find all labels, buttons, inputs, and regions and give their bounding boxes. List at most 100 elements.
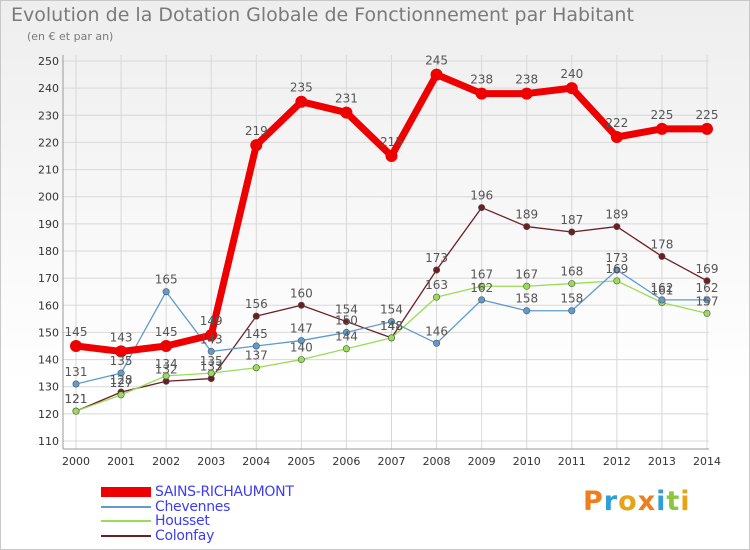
- data-label-sains-richaumont: 149: [200, 314, 223, 328]
- x-tick-label: 2014: [693, 455, 721, 468]
- data-label-chevennes: 145: [245, 327, 268, 341]
- data-point-sains-richaumont: [701, 122, 713, 135]
- data-point-housset: [433, 293, 441, 301]
- data-point-chevennes: [252, 342, 260, 350]
- data-point-housset: [72, 407, 80, 415]
- data-label-chevennes: 162: [470, 281, 493, 295]
- data-point-colonfay: [433, 266, 441, 274]
- x-tick-label: 2000: [62, 455, 90, 468]
- x-tick-label: 2003: [197, 455, 225, 468]
- chart-title: Evolution de la Dotation Globale de Fonc…: [11, 4, 634, 26]
- data-point-chevennes: [72, 380, 80, 388]
- data-label-colonfay: 121: [65, 392, 88, 406]
- y-tick-label: 140: [38, 354, 59, 367]
- data-point-colonfay: [613, 223, 621, 231]
- data-label-chevennes: 162: [696, 281, 719, 295]
- data-point-colonfay: [342, 318, 350, 326]
- proxiti-logo: Proxiti: [583, 486, 691, 517]
- data-point-housset: [162, 372, 170, 380]
- y-tick-label: 190: [38, 218, 59, 231]
- legend-label: Housset: [155, 513, 210, 529]
- legend-label: Colonfay: [155, 527, 215, 544]
- chart-subtitle: (en € et par an): [27, 30, 114, 43]
- legend-swatch: [101, 534, 151, 537]
- data-label-colonfay: 156: [245, 297, 268, 311]
- data-point-chevennes: [342, 328, 350, 336]
- data-label-housset: 144: [335, 330, 358, 344]
- data-label-housset: 121: [65, 392, 88, 406]
- data-label-housset: 148: [380, 319, 403, 333]
- data-point-chevennes: [613, 266, 621, 274]
- data-label-colonfay: 154: [335, 303, 358, 317]
- y-tick-label: 120: [38, 408, 59, 421]
- y-tick-label: 150: [38, 326, 59, 339]
- data-point-housset: [252, 364, 260, 372]
- data-point-housset: [387, 334, 395, 342]
- data-point-sains-richaumont: [295, 95, 308, 108]
- x-tick-label: 2006: [332, 455, 360, 468]
- data-point-colonfay: [658, 252, 666, 260]
- data-point-sains-richaumont: [160, 340, 173, 352]
- y-tick-label: 220: [38, 136, 59, 149]
- y-tick-label: 240: [38, 82, 59, 95]
- data-label-chevennes: 158: [515, 292, 538, 306]
- x-tick-label: 2010: [513, 455, 541, 468]
- y-tick-label: 160: [38, 299, 59, 312]
- data-point-colonfay: [297, 301, 305, 309]
- data-label-housset: 135: [200, 354, 223, 368]
- data-point-sains-richaumont: [205, 329, 218, 342]
- data-point-sains-richaumont: [655, 122, 668, 135]
- axis-layer: 110 120 130 140 150 160 170 180 190 200 210 220 230 2…: [38, 55, 721, 468]
- data-point-sains-richaumont: [250, 139, 263, 152]
- data-point-sains-richaumont: [340, 106, 353, 119]
- data-point-colonfay: [568, 228, 576, 236]
- data-label-chevennes: 131: [65, 365, 88, 379]
- data-label-sains-richaumont: 219: [245, 124, 268, 138]
- data-point-housset: [117, 391, 125, 399]
- data-label-housset: 134: [155, 357, 178, 371]
- data-label-layer: 121 128 132 133 156 160 154 148 173 196 189 187 189 1…: [65, 54, 719, 407]
- data-point-chevennes: [162, 288, 170, 296]
- data-point-housset: [568, 280, 576, 288]
- data-point-housset: [523, 282, 531, 290]
- data-point-chevennes: [387, 318, 395, 326]
- y-tick-label: 200: [38, 191, 59, 204]
- data-point-chevennes: [523, 307, 531, 315]
- x-tick-label: 2005: [287, 455, 315, 468]
- data-label-housset: 167: [470, 267, 493, 281]
- data-label-chevennes: 147: [290, 322, 313, 336]
- data-label-housset: 140: [290, 341, 313, 355]
- data-label-housset: 127: [110, 376, 133, 390]
- data-label-housset: 157: [696, 294, 719, 308]
- data-label-sains-richaumont: 231: [335, 92, 358, 106]
- x-tick-label: 2009: [468, 455, 496, 468]
- x-tick-label: 2012: [603, 455, 631, 468]
- data-point-sains-richaumont: [520, 87, 533, 100]
- data-label-colonfay: 133: [200, 360, 223, 374]
- data-point-sains-richaumont: [565, 82, 578, 95]
- x-tick-label: 2004: [242, 455, 270, 468]
- data-label-colonfay: 189: [605, 208, 628, 222]
- data-label-chevennes: 165: [155, 273, 178, 287]
- data-point-housset: [613, 277, 621, 285]
- data-label-colonfay: 173: [425, 251, 448, 265]
- data-label-sains-richaumont: 238: [470, 73, 493, 87]
- data-point-chevennes: [568, 307, 576, 315]
- data-label-housset: 137: [245, 349, 268, 363]
- data-label-colonfay: 160: [290, 286, 313, 300]
- x-tick-label: 2007: [378, 455, 406, 468]
- y-tick-label: 230: [38, 109, 59, 122]
- data-label-housset: 169: [605, 262, 628, 276]
- data-point-sains-richaumont: [385, 150, 398, 162]
- data-point-housset: [478, 282, 486, 290]
- data-point-sains-richaumont: [610, 131, 623, 143]
- data-label-colonfay: 128: [110, 373, 133, 387]
- data-point-colonfay: [703, 277, 711, 285]
- data-label-housset: 163: [425, 278, 448, 292]
- data-label-housset: 167: [515, 267, 538, 281]
- data-label-sains-richaumont: 225: [696, 108, 719, 122]
- y-tick-label: 110: [38, 435, 59, 448]
- data-point-housset: [297, 356, 305, 364]
- data-label-colonfay: 187: [560, 213, 583, 227]
- series-layer: [70, 68, 713, 415]
